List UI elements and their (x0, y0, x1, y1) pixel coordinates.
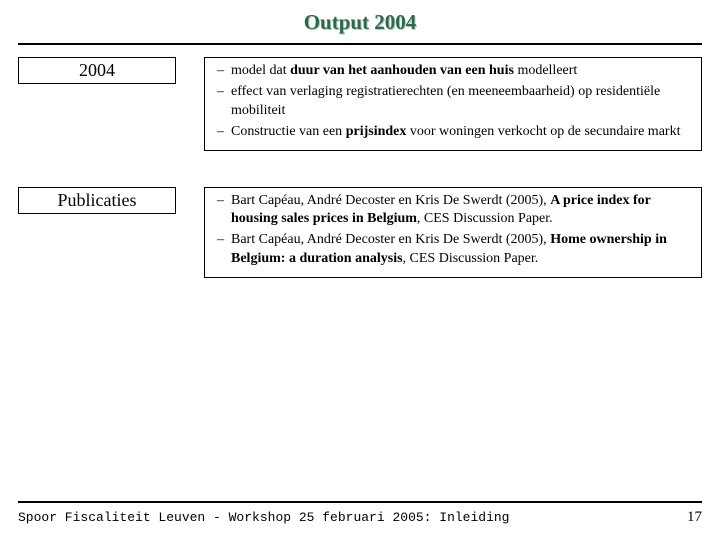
list-item: effect van verlaging registratierechten … (217, 83, 691, 121)
footer: Spoor Fiscaliteit Leuven - Workshop 25 f… (18, 501, 702, 526)
item-text: Bart Capéau, André Decoster en Kris De S… (231, 232, 550, 247)
item-text: Constructie van een (231, 124, 346, 139)
section-content: model dat duur van het aanhouden van een… (204, 57, 702, 151)
item-text: model dat (231, 63, 290, 78)
title-text: Output 2004 (304, 10, 417, 34)
section-label: Publicaties (18, 187, 176, 214)
list-item: Bart Capéau, André Decoster en Kris De S… (217, 231, 691, 269)
item-bold: duur van het aanhouden van een huis (290, 63, 514, 78)
item-text: modelleert (514, 63, 577, 78)
title-rule (18, 43, 702, 45)
section-row: 2004 model dat duur van het aanhouden van… (18, 57, 702, 151)
slide-title: Output 2004 (0, 0, 720, 43)
footer-text: Spoor Fiscaliteit Leuven - Workshop 25 f… (18, 510, 509, 525)
item-text: voor woningen verkocht op de secundaire … (406, 124, 680, 139)
item-text: , CES Discussion Paper. (403, 251, 539, 266)
item-text: , CES Discussion Paper. (417, 211, 553, 226)
list-item: Constructie van een prijsindex voor woni… (217, 123, 691, 142)
section-content: Bart Capéau, André Decoster en Kris De S… (204, 187, 702, 279)
page-number: 17 (687, 509, 702, 526)
section-label: 2004 (18, 57, 176, 84)
item-text: effect van verlaging registratierechten … (231, 84, 660, 118)
list-item: Bart Capéau, André Decoster en Kris De S… (217, 192, 691, 230)
list-item: model dat duur van het aanhouden van een… (217, 62, 691, 81)
item-text: Bart Capéau, André Decoster en Kris De S… (231, 193, 550, 208)
section-row: Publicaties Bart Capéau, André Decoster e… (18, 187, 702, 279)
item-bold: prijsindex (346, 124, 407, 139)
